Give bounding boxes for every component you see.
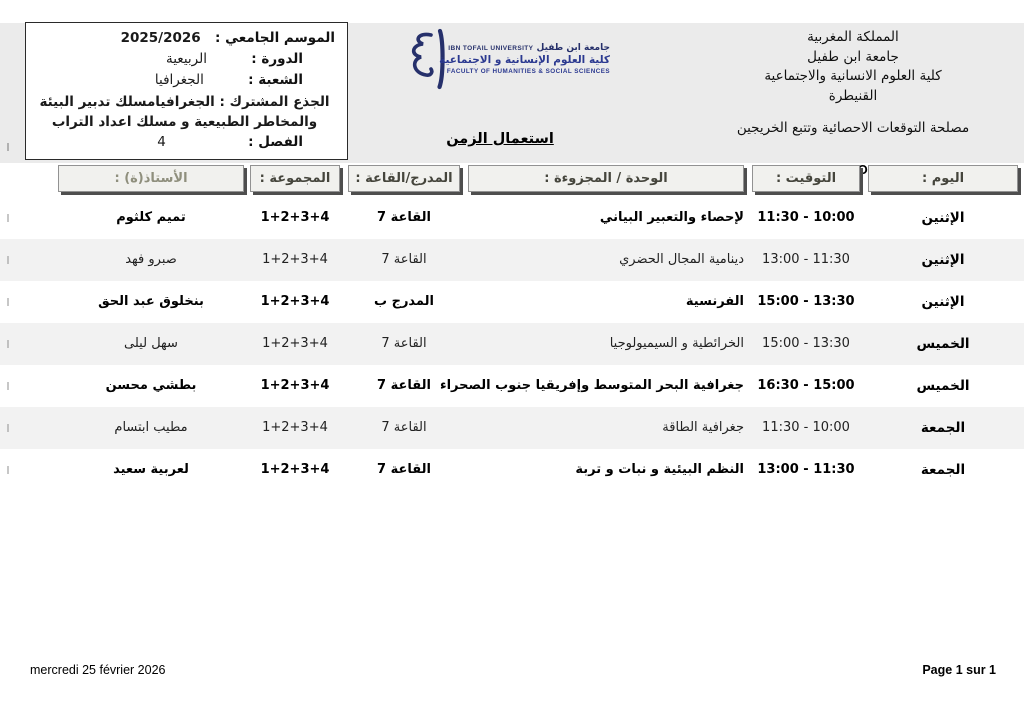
teacher-cell: بنخلوق عبد الحق [98,294,204,309]
day-cell: الجمعة [920,420,966,436]
semester-value: 4 [157,134,166,150]
column-header-room: المدرج/القاعة : [348,165,460,192]
day-cell: الإثنين [921,294,965,310]
faculty-name-english: FACULTY OF HUMANITIES & SOCIAL SCIENCES [446,68,610,75]
day-cell: الإثنين [921,252,965,268]
branch-line: الشعبة : الجغرافيا [34,70,335,91]
unit-cell: الخرائطية و السيميولوجيا [609,336,744,351]
teacher-cell: لعربية سعيد [113,462,189,477]
table-row: الجمعة 10:00 - 11:30 جغرافية الطاقة القا… [0,407,1024,449]
university-logo: جامعة ابن طفيل IBN TOFAIL UNIVERSITY كلي… [407,28,610,90]
university-name-arabic: جامعة ابن طفيل [536,43,610,53]
service-line: مصلحة التوقعات الاحصائية وتتبع الخريجين [736,120,970,136]
column-header-unit: الوحدة / المجزوءة : [468,165,744,192]
faculty-name-arabic: كلية العلوم الإنسانية و الاجتماعية [439,54,610,66]
time-cell: 13:30 - 15:00 [757,294,855,309]
room-cell: القاعة 7 [381,252,427,267]
document-title-wrap: استعمال الزمن [0,128,1000,147]
room-cell: المدرج ب [373,294,434,309]
teacher-cell: مطيب ابتسام [114,420,188,435]
semester-label: الفصل : [248,134,303,150]
unit-cell: لإحصاء والتعبير البياني [599,210,744,225]
room-cell: القاعة 7 [377,210,431,225]
time-cell: 10:00 - 11:30 [762,420,850,435]
timetable-rows: الإثنين 10:00 - 11:30 لإحصاء والتعبير ال… [0,197,1024,491]
academic-season-line: الموسم الجامعي : 2025/2026 [34,28,335,49]
common-core-value: الجغرافيامسلك تدبير البيئة والمخاطر الطب… [39,94,318,130]
day-cell: الخميس [916,336,970,352]
teacher-cell: بطشي محسن [105,378,197,393]
administration-block: المملكة المغربية جامعة ابن طفيل كلية الع… [730,28,976,179]
document-title: استعمال الزمن [446,131,554,147]
time-cell: 10:00 - 11:30 [757,210,855,225]
day-cell: الإثنين [921,210,965,226]
group-cell: 1+2+3+4 [260,294,330,309]
branch-label: الشعبة : [248,72,303,88]
teacher-cell: تميم كلثوم [116,210,186,225]
day-cell: الجمعة [920,462,966,478]
faculty-line: كلية العلوم الانسانية والاجتماعية [764,68,942,84]
unit-cell: الفرنسية [685,294,744,309]
room-cell: القاعة 7 [377,462,431,477]
kingdom-line: المملكة المغربية [807,29,899,45]
group-cell: 1+2+3+4 [260,462,330,477]
unit-cell: جغرافية البحر المتوسط وإفريقيا جنوب الصح… [439,378,744,393]
group-cell: 1+2+3+4 [262,420,328,435]
university-line: جامعة ابن طفيل [807,48,899,65]
time-cell: 13:30 - 15:00 [762,336,850,351]
group-cell: 1+2+3+4 [262,336,328,351]
university-name-line: جامعة ابن طفيل IBN TOFAIL UNIVERSITY [448,43,610,53]
time-cell: 11:30 - 13:00 [762,252,850,267]
table-row: الجمعة 11:30 - 13:00 النظم البيئية و نبا… [0,449,1024,491]
day-cell: الخميس [916,378,970,394]
group-cell: 1+2+3+4 [260,378,330,393]
academic-season-value: 2025/2026 [120,30,201,46]
unit-cell: جغرافية الطاقة [662,420,744,435]
common-core-line: الجذع المشترك : الجغرافيامسلك تدبير البي… [34,92,335,132]
university-logo-text: جامعة ابن طفيل IBN TOFAIL UNIVERSITY كلي… [439,43,610,75]
session-label: الدورة : [251,51,303,67]
teacher-cell: سهل ليلى [124,336,178,351]
column-header-time: التوقيت : [752,165,860,192]
column-header-day: اليوم : [868,165,1018,192]
unit-cell: النظم البيئية و نبات و تربة [575,462,744,477]
branch-value: الجغرافيا [154,72,204,88]
university-name-english: IBN TOFAIL UNIVERSITY [448,45,534,52]
city-line: القنيطرة [828,87,878,104]
course-info-box: الموسم الجامعي : 2025/2026 الدورة : الرب… [25,22,348,160]
table-row: الإثنين 11:30 - 13:00 دينامية المجال الح… [0,239,1024,281]
common-core-label: الجذع المشترك : [219,94,330,110]
room-cell: القاعة 7 [377,378,431,393]
session-line: الدورة : الربيعية [34,49,335,70]
table-row: الإثنين 13:30 - 15:00 الفرنسية المدرج ب … [0,281,1024,323]
time-cell: 11:30 - 13:00 [757,462,855,477]
academic-season-label: الموسم الجامعي : [214,30,335,46]
group-cell: 1+2+3+4 [262,252,328,267]
unit-cell: دينامية المجال الحضري [619,252,744,267]
footer-page-number: Page 1 sur 1 [922,663,996,677]
time-cell: 15:00 - 16:30 [757,378,855,393]
room-cell: القاعة 7 [381,420,427,435]
university-logo-icon [411,28,445,90]
table-row: الخميس 15:00 - 16:30 جغرافية البحر المتو… [0,365,1024,407]
teacher-cell: صبرو فهد [125,252,177,267]
room-cell: القاعة 7 [381,336,427,351]
footer-date: mercredi 25 février 2026 [30,663,166,677]
group-cell: 1+2+3+4 [260,210,330,225]
column-header-teacher: الأستاذ(ة) : [58,165,244,192]
table-row: الخميس 13:30 - 15:00 الخرائطية و السيميو… [0,323,1024,365]
table-row: الإثنين 10:00 - 11:30 لإحصاء والتعبير ال… [0,197,1024,239]
session-value: الربيعية [166,51,207,67]
semester-line: الفصل : 4 [34,132,335,153]
column-header-group: المجموعة : [250,165,340,192]
